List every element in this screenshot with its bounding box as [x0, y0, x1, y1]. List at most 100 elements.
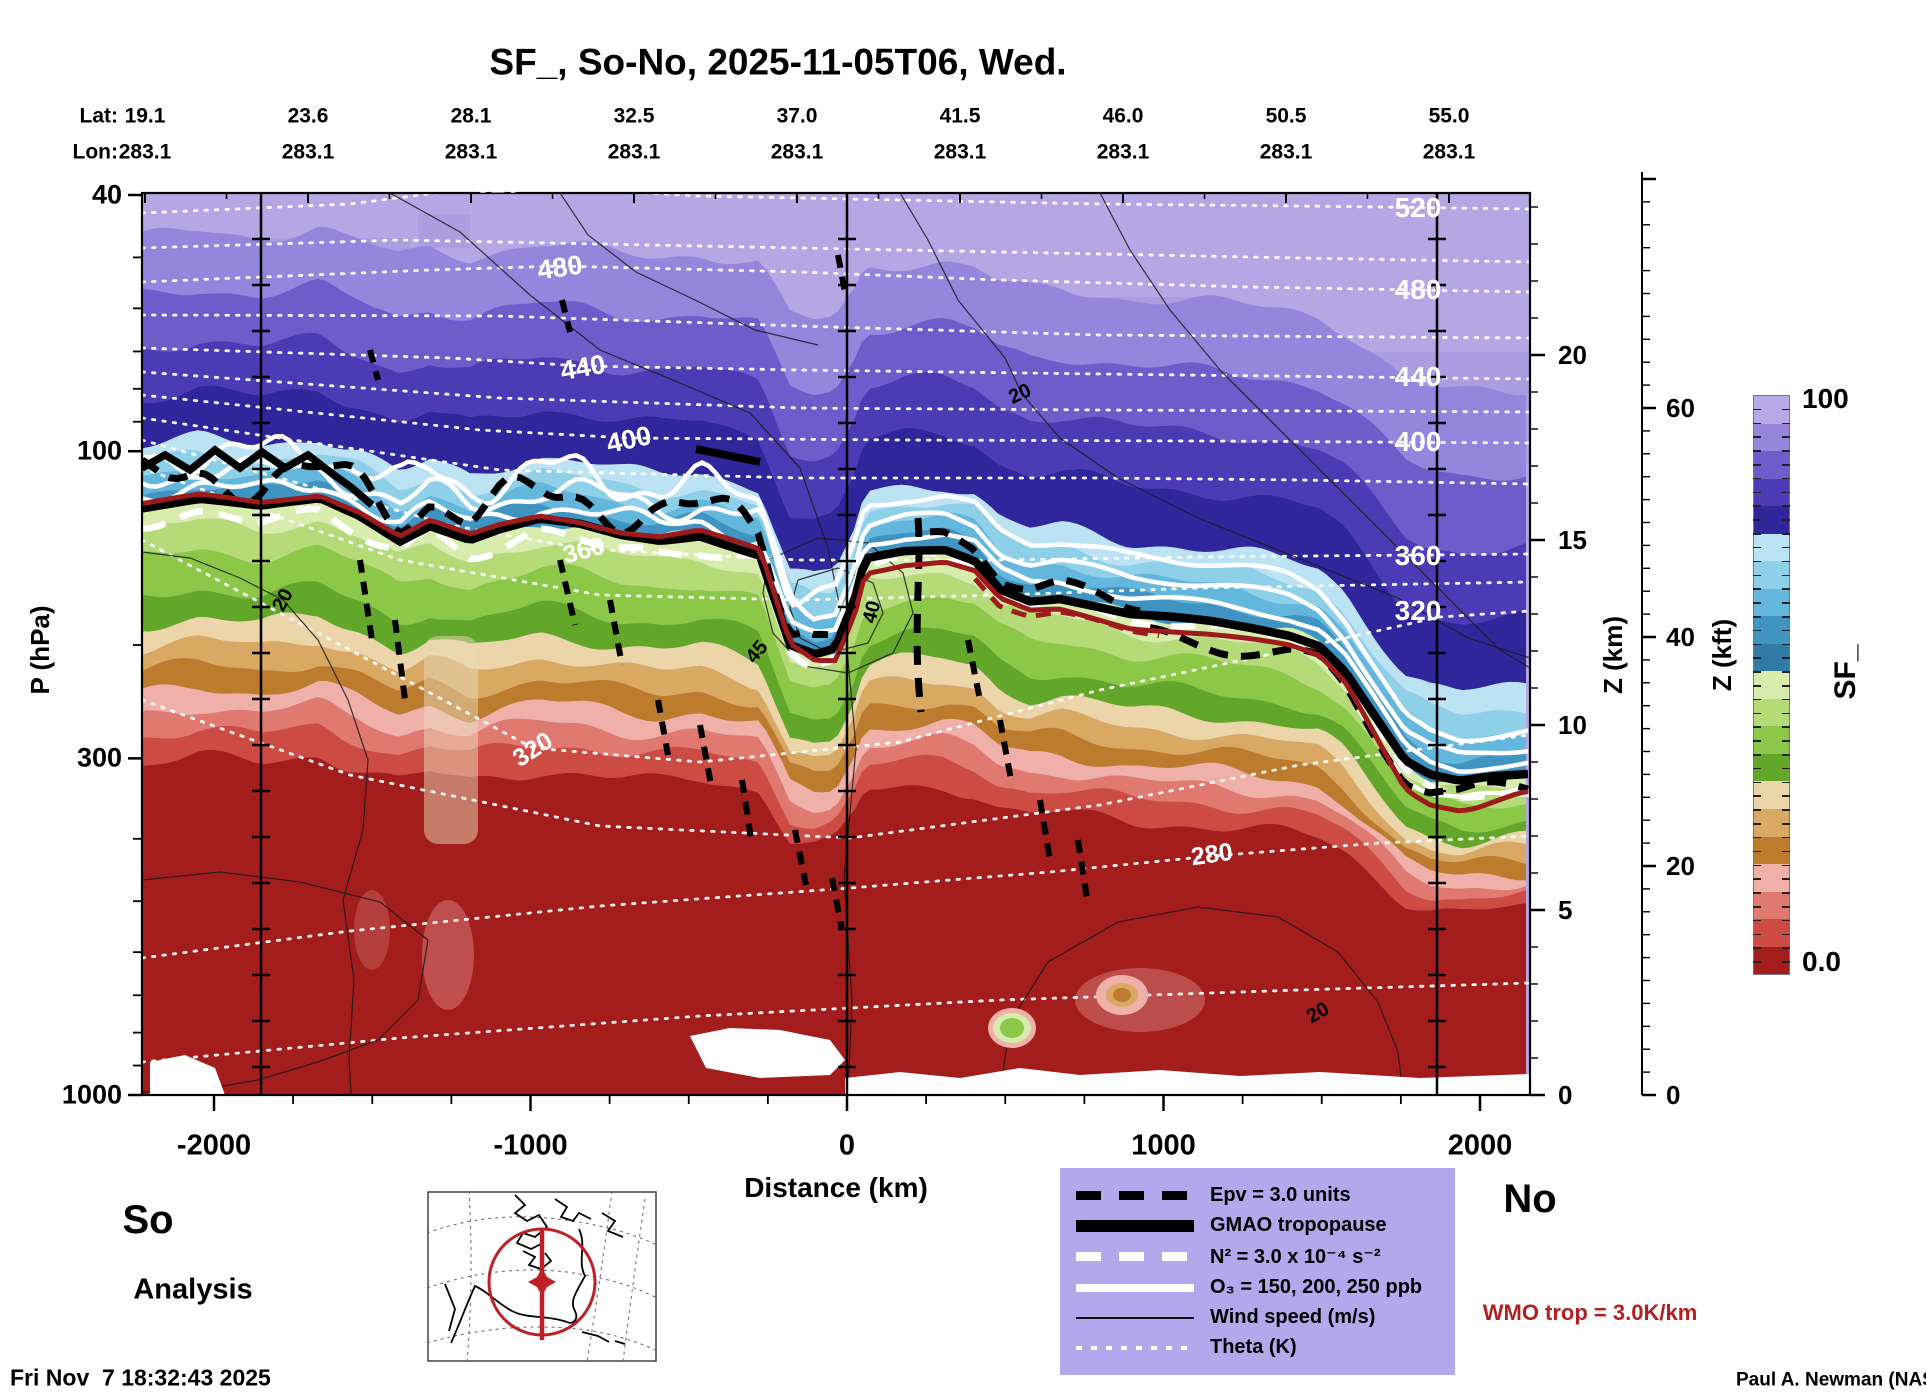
lon-value: 283.1	[607, 140, 661, 164]
colorbar-tick	[1782, 615, 1790, 618]
endpoint-so: So	[122, 1198, 174, 1242]
colorbar-tick	[1782, 850, 1790, 853]
contour-label-520: 520	[1394, 192, 1442, 223]
colorbar-max-label: 100	[1802, 383, 1849, 414]
colorbar-tick	[1782, 477, 1790, 480]
colorbar-tick	[1753, 519, 1761, 521]
distance-axis-title: Distance (km)	[744, 1172, 928, 1203]
colorbar-tick	[1753, 436, 1761, 439]
lon-value: 283.1	[933, 140, 987, 164]
lat-value: 50.5	[1265, 104, 1307, 128]
colorbar-tick	[1753, 533, 1761, 535]
section-marker	[487, 1227, 597, 1340]
colorbar-tick	[1753, 740, 1761, 742]
colorbar-tick	[1753, 864, 1761, 867]
distance-tick-label: 2000	[1447, 1129, 1513, 1162]
colorbar-tick	[1753, 767, 1761, 770]
colorbar-tick	[1782, 657, 1790, 659]
colorbar-tick	[1782, 505, 1790, 508]
colorbar-tick	[1753, 671, 1761, 673]
pressure-tick-label: 100	[76, 435, 122, 466]
colorbar-tick	[1753, 836, 1761, 839]
colorbar-tick	[1782, 519, 1790, 521]
lon-row-label: Lon:	[72, 140, 118, 164]
legend-sample-dash-black-icon	[1076, 1191, 1194, 1200]
page-title: SF_, So-No, 2025-11-05T06, Wed.	[489, 41, 1067, 83]
lat-value: 37.0	[776, 104, 818, 128]
sf-band	[142, 385, 1526, 691]
credit: Paul A. Newman (NASA	[1736, 1370, 1926, 1390]
contour-label-520: 520	[475, 168, 521, 199]
z-kft-tick-label: 60	[1666, 393, 1695, 423]
lon-value: 283.1	[1422, 140, 1476, 164]
pressure-tick-label: 300	[76, 742, 122, 773]
lat-value: 23.6	[287, 104, 329, 128]
sf-band	[142, 278, 1526, 555]
colorbar-segment	[1754, 891, 1789, 920]
gmao-tropopause-line	[142, 494, 1529, 785]
colorbar-title: SF_	[1829, 644, 1862, 700]
colorbar-tick	[1753, 657, 1761, 659]
wmo-tropopause-dashed	[973, 577, 1160, 639]
contour-label-40: 40	[858, 598, 886, 626]
colorbar-tick	[1753, 422, 1761, 425]
colorbar-tick	[1753, 933, 1761, 936]
colorbar-tick	[1753, 809, 1761, 811]
contour-label-400: 400	[1394, 426, 1442, 457]
colorbar-tick	[1753, 615, 1761, 618]
sf-band	[142, 581, 1526, 849]
colorbar-tick	[1753, 491, 1761, 494]
lat-value: 55.0	[1428, 104, 1470, 128]
sf-band	[142, 226, 1526, 481]
contour-label-480: 480	[535, 249, 585, 286]
legend-label: Theta (K)	[1210, 1336, 1297, 1358]
distance-tick-label: 0	[838, 1129, 856, 1162]
colorbar-tick	[1753, 850, 1761, 853]
z-kft-tick-label: 40	[1666, 622, 1695, 652]
axis-ticks	[128, 172, 1656, 1111]
colorbar-tick	[1782, 698, 1790, 701]
contour-label-360: 360	[1394, 540, 1442, 571]
contour-label-480: 480	[1394, 274, 1442, 305]
sf-band	[142, 723, 1526, 911]
legend-label: Epv = 3.0 units	[1210, 1184, 1351, 1206]
distance-tick-label: -1000	[493, 1129, 568, 1162]
sf-band	[142, 658, 1526, 881]
colorbar-tick	[1753, 602, 1761, 604]
legend-row: N² = 3.0 x 10⁻⁴ s⁻²	[1076, 1244, 1445, 1269]
colorbar-tick	[1782, 712, 1790, 715]
colorbar-segment	[1754, 836, 1789, 865]
z-kft-tick-label: 20	[1666, 851, 1695, 881]
colorbar-tick	[1782, 685, 1790, 687]
pressure-tick-label: 1000	[61, 1079, 122, 1110]
legend-row: O₃ = 150, 200, 250 ppb	[1076, 1276, 1445, 1299]
lon-value: 283.1	[1096, 140, 1150, 164]
colorbar-tick	[1782, 643, 1790, 646]
lon-value: 283.1	[281, 140, 335, 164]
colorbar-segment	[1754, 753, 1789, 782]
colorbar-tick	[1782, 450, 1790, 452]
wind-speed-contours	[142, 193, 1530, 1095]
colorbar-segment	[1754, 781, 1789, 809]
legend-sample-dot-white-icon	[1076, 1345, 1194, 1350]
colorbar-tick	[1782, 795, 1790, 798]
contour-label-320: 320	[1394, 595, 1442, 626]
colorbar-tick	[1753, 754, 1761, 756]
colorbar-tick	[1782, 533, 1790, 535]
wmo-trop-note: WMO trop = 3.0K/km	[1482, 1300, 1698, 1325]
legend-row: GMAO tropopause	[1076, 1214, 1445, 1237]
sf-band	[142, 635, 1526, 864]
sf-band	[142, 464, 1526, 764]
colorbar-tick	[1782, 823, 1790, 825]
colorbar-tick	[1782, 878, 1790, 880]
colorbar-tick	[1782, 961, 1790, 963]
legend-label: GMAO tropopause	[1210, 1214, 1387, 1236]
colorbar-tick	[1753, 905, 1761, 908]
colorbar-tick	[1782, 754, 1790, 756]
legend-sample-thin-black-icon	[1076, 1316, 1194, 1319]
timestamp: Fri Nov 7 18:32:43 2025	[10, 1364, 271, 1391]
legend-sample-solid-black-icon	[1076, 1219, 1194, 1232]
colorbar-tick	[1753, 712, 1761, 715]
contour-label-280: 280	[1189, 837, 1235, 872]
